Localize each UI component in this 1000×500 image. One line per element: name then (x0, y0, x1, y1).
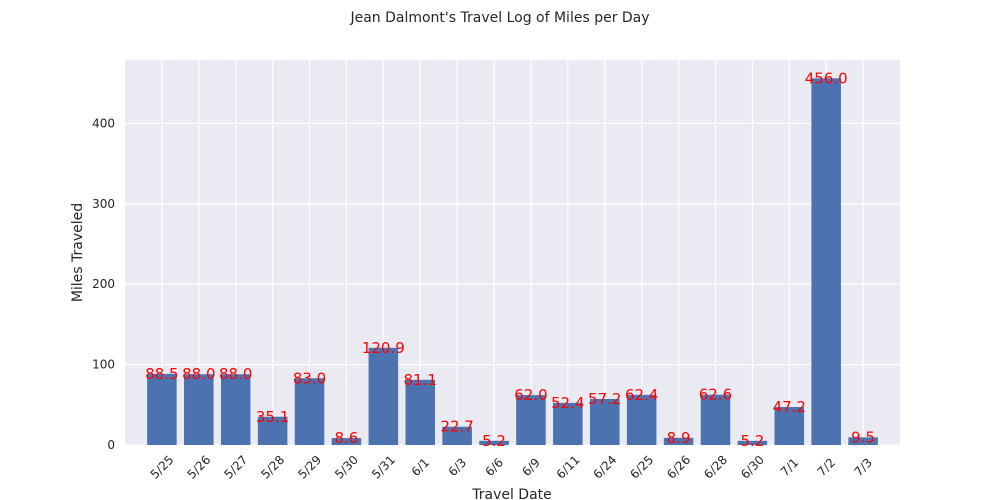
bar (774, 407, 805, 445)
data-label: 9.5 (851, 428, 875, 446)
bar (220, 374, 251, 445)
x-tick-label: 5/26 (185, 453, 214, 482)
bar (737, 440, 768, 445)
plot-area (125, 60, 900, 445)
data-label: 62.0 (514, 386, 547, 404)
data-label: 120.9 (362, 339, 405, 357)
x-tick-label: 5/25 (148, 453, 177, 482)
x-tick-label: 7/3 (851, 455, 875, 479)
data-label: 47.2 (773, 398, 806, 416)
bar (368, 347, 399, 445)
x-tick-labels: 5/25 5/26 5/27 5/28 5/29 5/30 5/31 6/1 6/3 6/6 6/9… (148, 453, 875, 482)
data-label: 88.0 (219, 365, 252, 383)
x-tick-label: 6/28 (701, 453, 730, 482)
data-label: 8.9 (667, 429, 691, 447)
data-label: 456.0 (805, 69, 848, 87)
data-label: 62.6 (699, 386, 732, 404)
bar (147, 373, 177, 445)
y-tick-label: 400 (92, 116, 115, 130)
bar (184, 374, 214, 445)
data-label: 22.7 (440, 418, 473, 436)
x-tick-label: 6/26 (664, 453, 693, 482)
data-labels: 88.5 88.0 88.035.183.08.6120.981.122.75.26… (145, 69, 875, 449)
x-tick-label: 6/1 (409, 455, 433, 479)
x-tick-label: 5/28 (258, 453, 287, 482)
data-label: 88.5 (145, 365, 178, 383)
bars (147, 78, 878, 445)
bar (405, 379, 435, 445)
bar (294, 378, 325, 445)
y-tick-label: 300 (92, 197, 115, 211)
data-label: 8.6 (334, 429, 358, 447)
chart-title: Jean Dalmont's Travel Log of Miles per D… (349, 10, 649, 26)
y-tick-label: 200 (92, 277, 115, 291)
grid-lines (125, 60, 900, 446)
x-tick-label: 7/2 (815, 455, 839, 479)
bar (442, 426, 472, 445)
y-axis-label: Miles Traveled (70, 203, 86, 302)
x-tick-label: 6/24 (590, 453, 619, 482)
data-label: 83.0 (293, 369, 326, 387)
x-tick-label: 6/3 (446, 455, 470, 479)
data-label: 5.2 (482, 432, 506, 450)
data-label: 57.2 (588, 390, 621, 408)
x-tick-label: 6/9 (519, 455, 543, 479)
x-tick-label: 6/11 (554, 453, 583, 482)
data-label: 88.0 (182, 365, 215, 383)
data-label: 81.1 (404, 371, 437, 389)
x-tick-label: 6/25 (627, 453, 656, 482)
bar (257, 416, 288, 445)
bar (331, 438, 362, 445)
bar (516, 395, 546, 445)
y-tick-labels: 0 100 200 300 400 (92, 116, 115, 452)
x-tick-label: 5/30 (332, 453, 361, 482)
data-label: 52.4 (551, 394, 584, 412)
data-label: 5.2 (740, 432, 764, 450)
bar (663, 437, 694, 445)
x-axis-label: Travel Date (471, 487, 552, 500)
data-label: 62.4 (625, 386, 658, 404)
bar (811, 78, 841, 445)
y-tick-label: 0 (107, 438, 115, 452)
bar (553, 402, 583, 445)
bar (590, 399, 620, 445)
y-tick-label: 100 (92, 358, 115, 372)
x-tick-label: 6/6 (482, 455, 506, 479)
data-label: 35.1 (256, 408, 289, 426)
bar (479, 440, 509, 445)
x-tick-label: 5/27 (221, 453, 250, 482)
x-tick-label: 6/30 (738, 453, 767, 482)
x-tick-label: 5/29 (295, 453, 324, 482)
x-tick-label: 7/1 (778, 455, 802, 479)
x-tick-label: 5/31 (369, 453, 398, 482)
bar (848, 437, 878, 445)
bar (626, 394, 657, 445)
bar (700, 394, 731, 445)
